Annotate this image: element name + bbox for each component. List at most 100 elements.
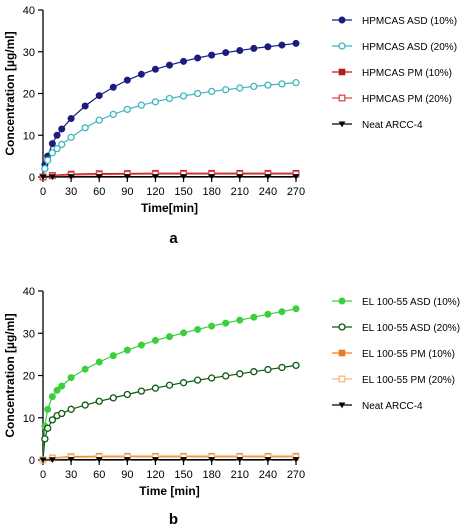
data-point bbox=[67, 133, 75, 141]
legend-label: EL 100-55 ASD (10%) bbox=[362, 297, 460, 308]
legend-marker bbox=[338, 68, 346, 76]
series-1 bbox=[39, 78, 300, 181]
x-tick-label: 150 bbox=[174, 186, 192, 198]
y-tick-label: 20 bbox=[23, 89, 35, 101]
x-tick-label: 210 bbox=[231, 469, 249, 481]
data-point bbox=[67, 405, 75, 413]
data-point bbox=[166, 333, 173, 341]
data-point bbox=[95, 92, 103, 100]
legend-entry: EL 100-55 PM (10%) bbox=[332, 349, 455, 360]
legend-marker bbox=[338, 297, 346, 305]
data-point bbox=[250, 368, 258, 376]
legend-label: HPMCAS ASD (20%) bbox=[362, 42, 457, 53]
data-point bbox=[278, 41, 286, 49]
data-point bbox=[278, 80, 286, 88]
data-point bbox=[48, 416, 57, 424]
data-point bbox=[180, 57, 188, 65]
data-point bbox=[236, 174, 244, 180]
data-point bbox=[208, 322, 216, 330]
data-point bbox=[208, 51, 216, 59]
chart-panel-b: 0 10 20 30 40 0 30 60 90 120 150 180 210 240 270 Time [… bbox=[3, 286, 460, 528]
x-tick-label: 0 bbox=[40, 186, 46, 198]
x-tick-label: 180 bbox=[202, 469, 220, 481]
legend-entry: EL 100-55 ASD (10%) bbox=[332, 297, 460, 308]
legend-marker bbox=[338, 16, 346, 24]
legend-entry: Neat ARCC-4 bbox=[332, 401, 423, 412]
data-point bbox=[44, 156, 52, 164]
data-point bbox=[236, 84, 244, 92]
legend-marker bbox=[338, 94, 346, 102]
data-point bbox=[208, 374, 216, 382]
data-point bbox=[123, 174, 131, 180]
legend-entry: EL 100-55 PM (20%) bbox=[332, 375, 455, 386]
data-point bbox=[41, 435, 49, 443]
data-point bbox=[67, 115, 75, 123]
data-point bbox=[179, 92, 188, 100]
data-point bbox=[250, 313, 258, 321]
data-point bbox=[264, 365, 272, 374]
data-point bbox=[95, 397, 103, 405]
y-tick-label: 0 bbox=[29, 172, 35, 184]
x-tick-label: 210 bbox=[231, 186, 249, 198]
data-point bbox=[95, 358, 103, 366]
data-point bbox=[81, 401, 89, 409]
data-point bbox=[152, 457, 159, 463]
data-point bbox=[137, 341, 145, 349]
legend-label: Neat ARCC-4 bbox=[362, 120, 423, 131]
x-tick-label: 240 bbox=[259, 469, 277, 481]
y-tick-label: 10 bbox=[23, 130, 35, 142]
data-point bbox=[193, 376, 202, 384]
data-point bbox=[193, 89, 202, 98]
x-axis-title: Time[min] bbox=[141, 201, 198, 215]
legend-marker bbox=[338, 375, 346, 383]
legend-marker bbox=[338, 42, 346, 50]
data-point bbox=[58, 382, 66, 390]
x-tick-label: 0 bbox=[40, 469, 46, 481]
data-point bbox=[123, 390, 131, 399]
y-tick-label: 40 bbox=[23, 286, 35, 298]
data-point bbox=[208, 174, 216, 180]
data-point bbox=[109, 352, 117, 360]
legend-label: HPMCAS PM (20%) bbox=[362, 94, 452, 105]
data-point bbox=[179, 379, 188, 387]
data-point bbox=[236, 457, 244, 463]
legend-label: HPMCAS PM (10%) bbox=[362, 68, 452, 79]
data-point bbox=[41, 164, 49, 173]
data-point bbox=[39, 174, 47, 181]
data-point bbox=[292, 39, 300, 47]
data-point bbox=[236, 46, 244, 54]
data-point bbox=[292, 361, 300, 370]
x-tick-label: 60 bbox=[93, 186, 105, 198]
data-point bbox=[180, 329, 188, 337]
data-point bbox=[208, 87, 216, 96]
data-point bbox=[222, 49, 230, 57]
legend-marker bbox=[338, 349, 346, 357]
data-point bbox=[58, 409, 66, 418]
legend-label: EL 100-55 ASD (20%) bbox=[362, 323, 460, 334]
data-point bbox=[166, 61, 173, 69]
data-point bbox=[151, 336, 159, 344]
x-tick-label: 30 bbox=[65, 186, 77, 198]
y-axis-title: Concentration [µg/ml] bbox=[3, 313, 17, 437]
legend-marker bbox=[338, 402, 346, 409]
data-point bbox=[48, 174, 56, 180]
data-point bbox=[292, 457, 300, 463]
data-point bbox=[152, 174, 159, 180]
data-point bbox=[39, 457, 47, 464]
x-tick-label: 240 bbox=[259, 186, 277, 198]
data-point bbox=[48, 457, 56, 463]
data-point bbox=[137, 101, 146, 109]
panel-label: a bbox=[169, 230, 178, 247]
data-point bbox=[222, 319, 230, 327]
x-tick-label: 180 bbox=[202, 186, 220, 198]
data-point bbox=[137, 387, 146, 395]
data-point bbox=[53, 144, 61, 153]
data-point bbox=[194, 54, 202, 62]
data-point bbox=[67, 374, 75, 382]
data-point bbox=[137, 70, 145, 78]
data-point bbox=[180, 174, 187, 180]
data-point bbox=[292, 78, 300, 87]
y-tick-label: 30 bbox=[23, 328, 35, 340]
data-point bbox=[194, 325, 202, 333]
